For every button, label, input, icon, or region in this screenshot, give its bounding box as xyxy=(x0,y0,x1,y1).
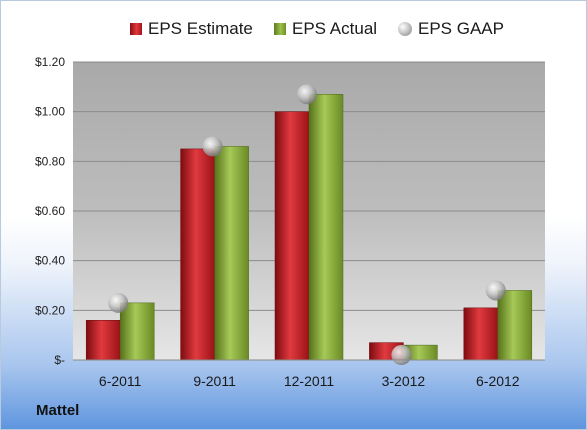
bar-eps-actual xyxy=(119,302,155,361)
point-eps-gaap xyxy=(108,292,129,313)
y-tick-label: $0.40 xyxy=(35,254,65,268)
legend-label-estimate: EPS Estimate xyxy=(148,19,253,38)
x-tick-label: 6-2012 xyxy=(476,373,520,389)
bars xyxy=(85,94,533,361)
legend-label-gaap: EPS GAAP xyxy=(418,19,504,38)
company-name: Mattel xyxy=(36,402,80,419)
point-eps-gaap xyxy=(202,136,223,157)
legend-swatch-estimate xyxy=(130,23,142,35)
y-tick-label: $0.60 xyxy=(35,204,65,218)
y-tick-label: $0.20 xyxy=(35,303,65,317)
bar-eps-estimate xyxy=(463,307,499,361)
y-tick-label: $1.20 xyxy=(35,55,65,69)
legend-swatch-actual xyxy=(274,23,286,35)
x-tick-label: 3-2012 xyxy=(382,373,426,389)
x-tick-label: 12-2011 xyxy=(284,373,335,389)
y-axis-ticks: $- $0.20 $0.40 $0.60 $0.80 $1.00 $1.20 xyxy=(35,55,65,367)
y-tick-label: $0.80 xyxy=(35,154,65,168)
legend-swatch-gaap xyxy=(398,22,412,36)
x-tick-label: 6-2011 xyxy=(99,373,142,389)
legend-label-actual: EPS Actual xyxy=(292,19,378,38)
bar-eps-estimate xyxy=(180,148,215,361)
legend-item-actual: EPS Actual xyxy=(274,18,377,40)
x-axis-ticks: 6-2011 9-2011 12-2011 3-2012 6-2012 xyxy=(99,373,520,389)
point-eps-gaap xyxy=(391,345,412,366)
bar-eps-estimate xyxy=(85,320,121,361)
bar-eps-actual xyxy=(214,146,249,361)
legend-item-estimate: EPS Estimate xyxy=(130,18,253,40)
legend: EPS Estimate EPS Actual EPS GAAP xyxy=(0,18,587,42)
x-tick-label: 9-2011 xyxy=(193,373,236,389)
bar-eps-actual xyxy=(308,94,344,361)
point-eps-gaap xyxy=(485,280,506,301)
legend-item-gaap: EPS GAAP xyxy=(398,18,504,40)
y-tick-label: $1.00 xyxy=(35,105,65,119)
y-tick-label: $- xyxy=(54,353,65,367)
bar-eps-actual xyxy=(497,290,533,361)
bar-eps-estimate xyxy=(274,111,310,361)
point-eps-gaap xyxy=(297,84,317,105)
